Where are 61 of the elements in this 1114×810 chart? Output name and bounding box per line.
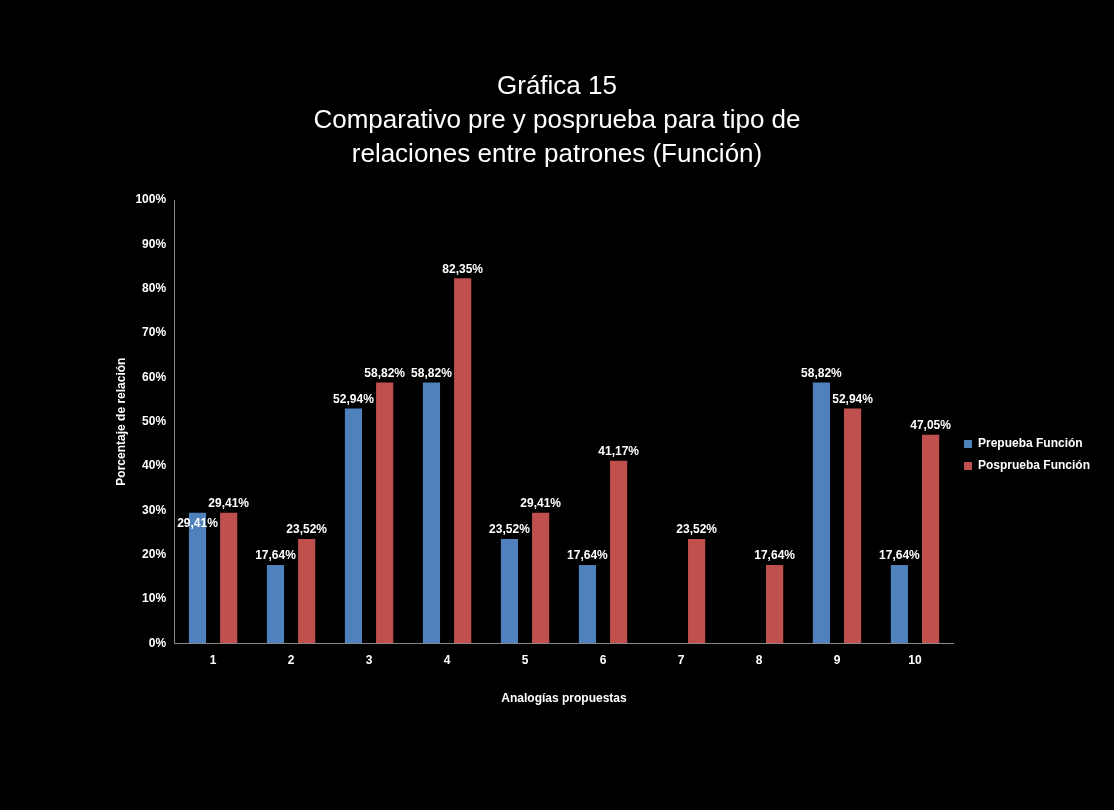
legend-label: Prepueba Función (977, 436, 1083, 451)
y-tick-label: 80% (142, 280, 167, 295)
data-label: 58,82% (364, 365, 406, 380)
data-label: 47,05% (910, 417, 952, 432)
y-tick-label: 60% (142, 369, 167, 384)
x-tick-label: 9 (833, 652, 841, 667)
y-tick-label: 90% (142, 236, 167, 251)
data-label: 17,64% (879, 548, 921, 563)
bar (454, 278, 472, 644)
y-tick-label: 30% (142, 502, 167, 517)
bar (922, 434, 940, 644)
data-label: 17,64% (255, 548, 297, 563)
data-label: 23,52% (676, 522, 718, 537)
data-label: 52,94% (333, 391, 375, 406)
data-label: 17,64% (754, 548, 796, 563)
data-label: 82,35% (442, 261, 484, 276)
data-label: 17,64% (567, 548, 609, 563)
bar (688, 538, 706, 644)
x-tick-label: 8 (755, 652, 763, 667)
data-label: 29,41% (208, 496, 250, 511)
y-tick-label: 10% (142, 591, 167, 606)
bar (220, 512, 238, 644)
y-tick-label: 70% (142, 325, 167, 340)
bar (890, 565, 908, 644)
bar (532, 512, 550, 644)
chart-title: Gráfica 15 (496, 69, 618, 102)
x-tick-label: 6 (599, 652, 607, 667)
legend-label: Posprueba Función (977, 458, 1091, 473)
data-label: 29,41% (520, 496, 562, 511)
bar (422, 382, 441, 644)
bar (376, 382, 394, 644)
bar (298, 538, 316, 644)
x-tick-label: 4 (443, 652, 451, 667)
x-tick-label: 1 (209, 652, 217, 667)
chart-subtitle: Comparativo pre y posprueba para tipo de relaciones entre patrones (Función) (312, 103, 802, 170)
data-label: 23,52% (286, 522, 328, 537)
y-tick-label: 20% (142, 546, 167, 561)
x-axis-title: Analogías propuestas (501, 691, 628, 706)
data-label: 58,82% (411, 365, 453, 380)
x-tick-label: 7 (677, 652, 685, 667)
bar (844, 408, 862, 644)
bar (344, 408, 363, 644)
x-tick-label: 5 (521, 652, 529, 667)
y-tick-label: 50% (142, 413, 167, 428)
y-tick-label: 40% (142, 458, 167, 473)
bar (610, 460, 628, 644)
data-label: 58,82% (801, 365, 843, 380)
x-tick-label: 10 (908, 652, 922, 667)
x-tick-label: 2 (287, 652, 295, 667)
y-axis-title: Porcentaje de relación (113, 357, 128, 486)
bar (266, 565, 285, 644)
bar (578, 565, 597, 644)
y-tick-label: 100% (135, 192, 167, 207)
bar (500, 538, 519, 644)
x-tick-label: 3 (365, 652, 373, 667)
y-tick-label: 0% (148, 635, 167, 650)
data-label: 23,52% (489, 522, 531, 537)
data-label: 41,17% (598, 444, 640, 459)
data-label: 52,94% (832, 391, 874, 406)
bar (766, 565, 784, 644)
bar (812, 382, 830, 644)
